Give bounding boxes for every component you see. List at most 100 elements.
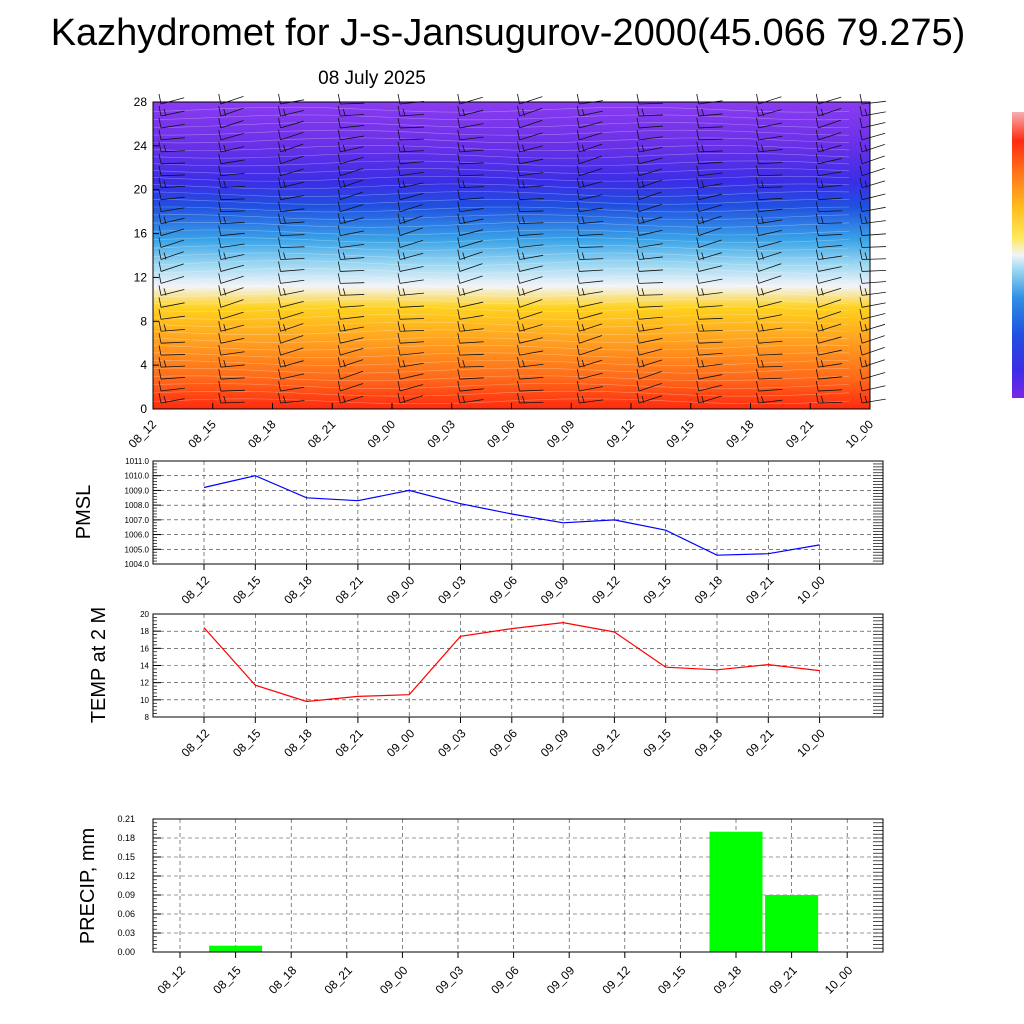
x-tick-label: 09_15 bbox=[663, 417, 697, 451]
wind-barb bbox=[517, 249, 544, 260]
wind-barb bbox=[218, 285, 244, 296]
y-tick-label: 1004.0 bbox=[125, 560, 150, 569]
wind-barb bbox=[278, 177, 304, 189]
wind-barb bbox=[517, 153, 544, 165]
wind-barb bbox=[756, 201, 783, 213]
temp-y-axis: 8 10 12 14 16 18 20 bbox=[140, 610, 161, 722]
wind-barb bbox=[576, 321, 603, 332]
contour-line bbox=[152, 275, 850, 282]
wind-barb bbox=[397, 392, 423, 404]
wind-barb bbox=[696, 165, 723, 177]
x-tick-label: 09_03 bbox=[435, 726, 469, 760]
wind-barb bbox=[859, 357, 885, 368]
contour-line bbox=[152, 175, 850, 182]
wind-barb bbox=[517, 380, 544, 392]
wind-barb bbox=[696, 117, 723, 129]
wind-barb bbox=[576, 333, 603, 344]
wind-barb bbox=[756, 297, 782, 308]
wind-barb bbox=[576, 285, 604, 296]
wind-barb bbox=[457, 105, 484, 117]
wind-barb bbox=[218, 297, 244, 308]
contour-line bbox=[152, 383, 850, 389]
wind-barb bbox=[576, 213, 604, 224]
wind-barb bbox=[218, 261, 245, 272]
wind-barb bbox=[815, 392, 843, 404]
wind-barb bbox=[337, 309, 365, 320]
wind-barb bbox=[457, 345, 484, 356]
contour-line bbox=[152, 145, 850, 151]
y-tick-label: 1008.0 bbox=[125, 501, 150, 510]
wind-barb bbox=[278, 345, 304, 356]
wind-barb bbox=[636, 201, 662, 213]
x-tick-label: 09_06 bbox=[484, 417, 518, 451]
wind-barb bbox=[636, 165, 663, 177]
x-tick-label: 09_18 bbox=[692, 573, 726, 607]
wind-barb bbox=[397, 285, 424, 296]
contour-line bbox=[152, 283, 850, 290]
y-tick-label: 10 bbox=[140, 696, 149, 705]
wind-barb bbox=[158, 261, 184, 272]
wind-barb bbox=[278, 357, 304, 368]
wind-barb bbox=[457, 297, 484, 308]
wind-barb bbox=[218, 165, 245, 177]
y-tick-label: 0.15 bbox=[117, 852, 135, 862]
precip-x-axis: 08_12 08_15 08_18 08_21 09_00 09_03 09_06 09_09… bbox=[155, 952, 856, 997]
wind-barb bbox=[278, 380, 305, 392]
x-tick-label: 08_15 bbox=[210, 963, 244, 997]
y-tick-label: 0 bbox=[140, 402, 147, 416]
wind-barb bbox=[278, 117, 304, 129]
contour-line bbox=[152, 160, 850, 167]
x-tick-label: 09_12 bbox=[589, 726, 623, 760]
wind-barb bbox=[397, 273, 424, 284]
wind-barb bbox=[517, 165, 544, 177]
wind-barb bbox=[158, 237, 184, 248]
y-tick-label: 1011.0 bbox=[125, 457, 149, 466]
wind-barb bbox=[576, 380, 603, 392]
wind-barb bbox=[397, 380, 424, 392]
x-tick-label: 09_03 bbox=[433, 963, 467, 997]
wind-barb bbox=[397, 261, 424, 272]
wind-barb bbox=[457, 369, 484, 380]
x-tick-label: 09_21 bbox=[743, 573, 777, 607]
wind-barb bbox=[696, 261, 723, 272]
wind-barb bbox=[859, 249, 887, 260]
wind-barb bbox=[278, 321, 304, 332]
y-tick-label: 20 bbox=[134, 183, 148, 197]
wind-barb bbox=[517, 201, 544, 213]
wind-barb bbox=[337, 273, 365, 284]
wind-barb bbox=[756, 117, 783, 129]
wind-barb bbox=[517, 141, 543, 153]
wind-barb bbox=[337, 261, 365, 272]
wind-barb bbox=[859, 153, 885, 165]
contour-line bbox=[152, 398, 850, 405]
wind-barb bbox=[696, 249, 722, 260]
wind-barb bbox=[337, 321, 364, 332]
y-tick-label: 1010.0 bbox=[125, 472, 150, 481]
wind-barb bbox=[696, 189, 723, 201]
wind-barb bbox=[636, 321, 663, 332]
wind-barb bbox=[517, 117, 543, 129]
wind-barb bbox=[696, 105, 723, 117]
contour-line bbox=[152, 137, 850, 144]
wind-barb bbox=[278, 201, 305, 213]
x-tick-label: 10_00 bbox=[822, 963, 856, 997]
wind-barb bbox=[815, 177, 843, 189]
wind-barb bbox=[815, 369, 843, 380]
wind-barb bbox=[576, 273, 604, 284]
x-tick-label: 09_21 bbox=[743, 726, 777, 760]
wind-barb bbox=[218, 273, 244, 284]
wind-barb bbox=[457, 309, 484, 320]
wind-barb bbox=[337, 237, 365, 248]
wind-barb bbox=[457, 225, 484, 236]
wind-barb bbox=[278, 141, 304, 153]
wind-barb bbox=[457, 249, 483, 260]
wind-barb bbox=[696, 369, 723, 380]
wind-barb bbox=[218, 249, 245, 260]
x-tick-label: 09_09 bbox=[538, 573, 572, 607]
contour-line bbox=[152, 321, 850, 328]
wind-barb bbox=[696, 201, 722, 213]
x-tick-label: 09_21 bbox=[766, 963, 800, 997]
wind-barb bbox=[859, 129, 886, 141]
wind-barbs bbox=[158, 93, 887, 404]
x-tick-label: 09_18 bbox=[692, 726, 726, 760]
